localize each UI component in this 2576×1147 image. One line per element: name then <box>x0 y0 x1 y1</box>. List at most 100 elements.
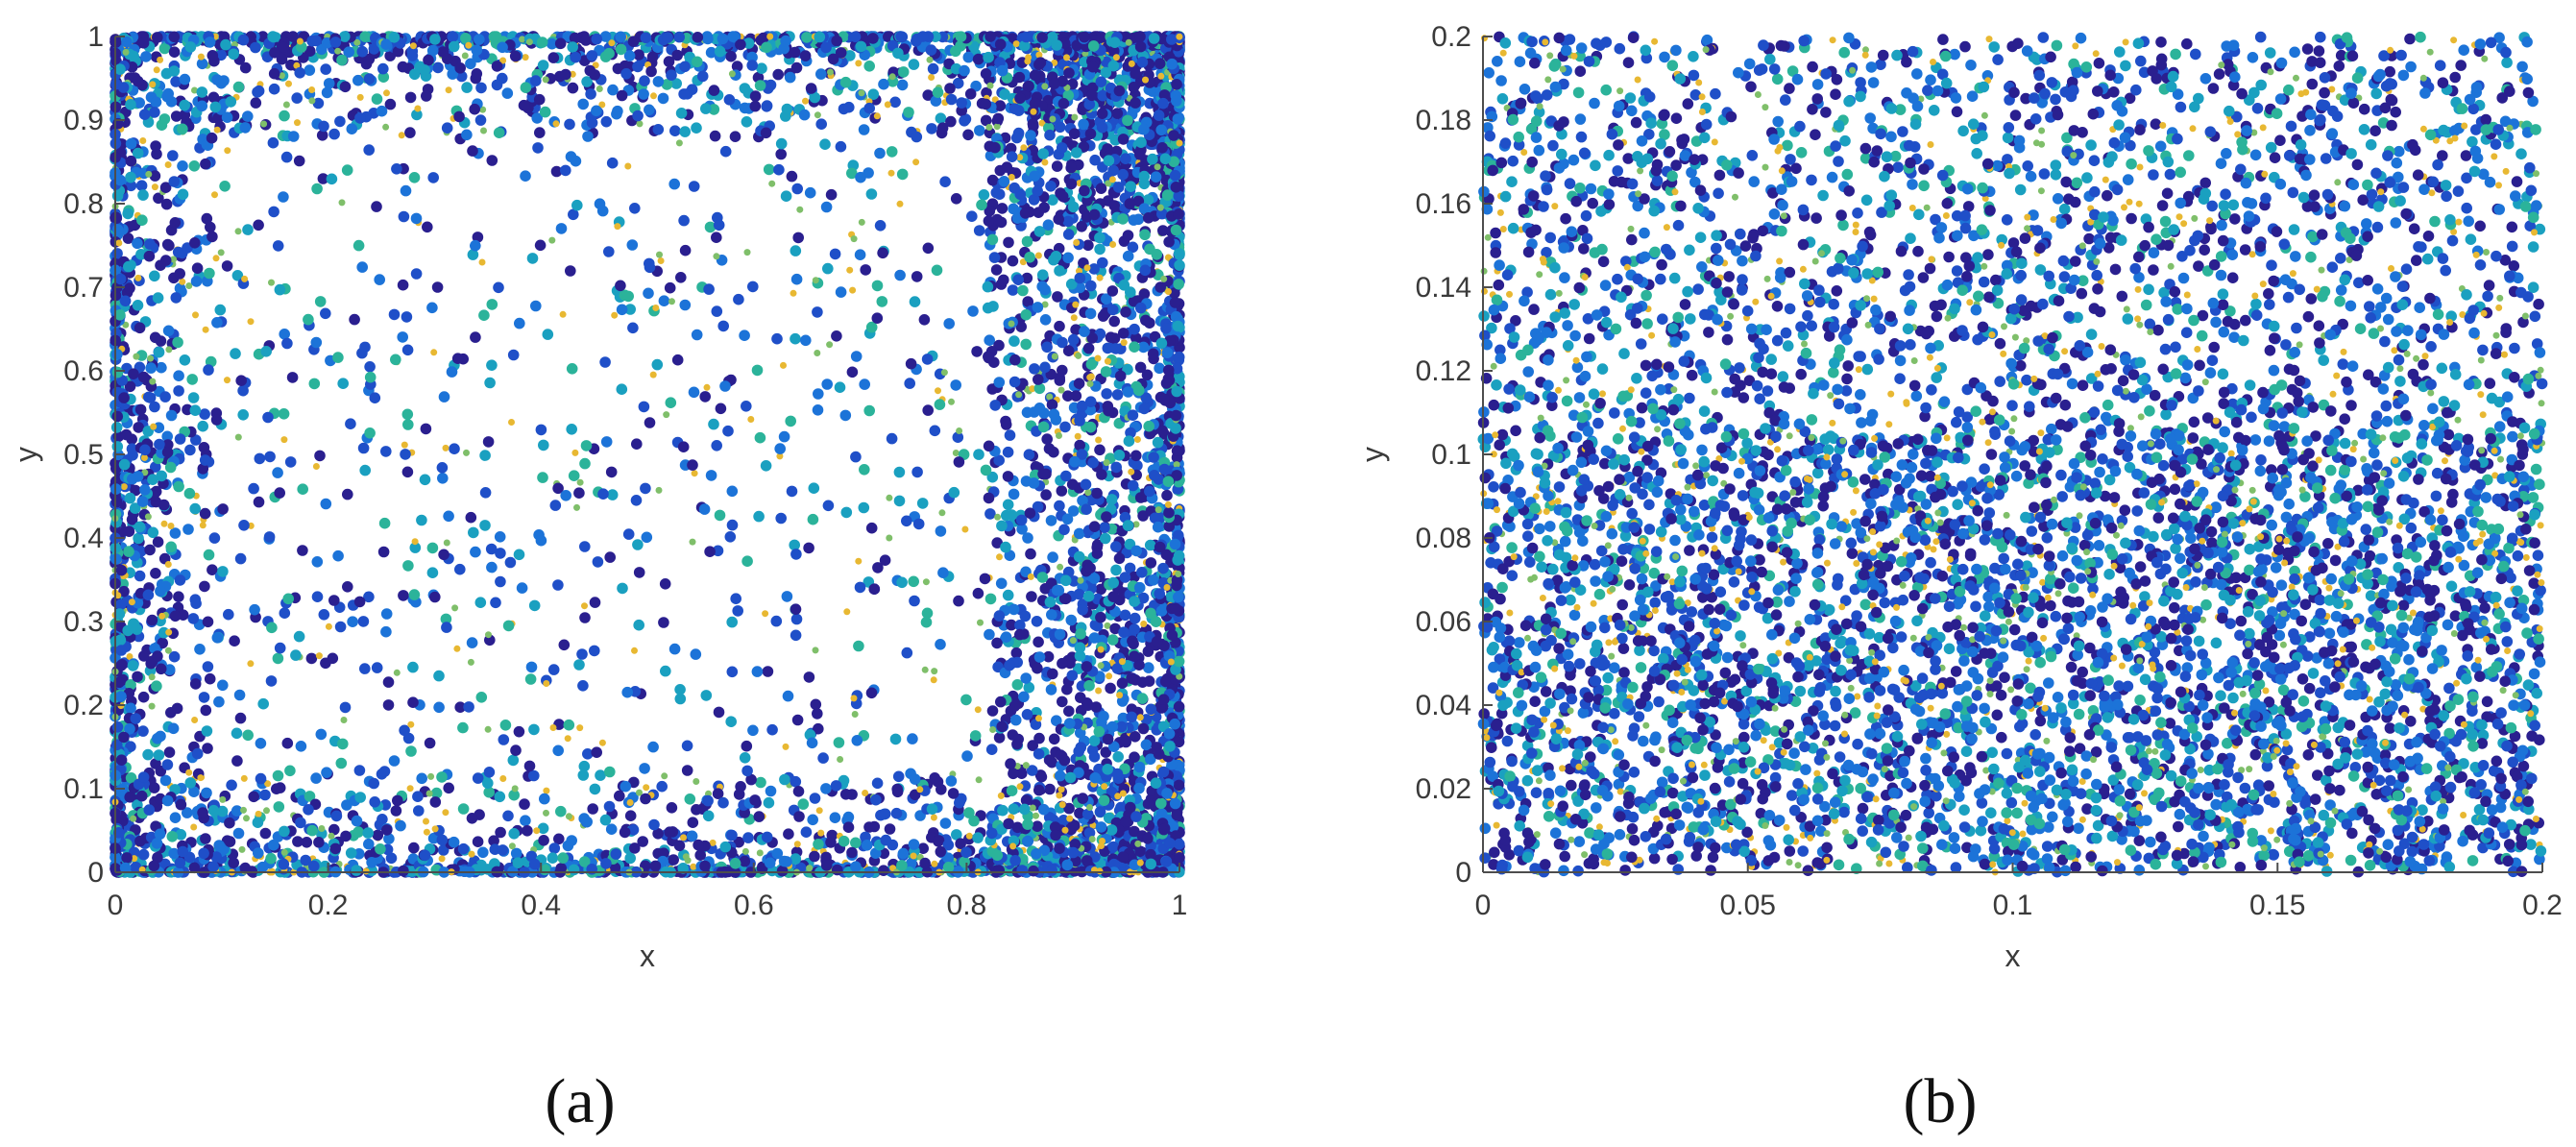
scatter-point <box>669 125 681 136</box>
scatter-point <box>1141 369 1154 381</box>
scatter-point <box>423 54 434 66</box>
scatter-point <box>1087 373 1095 380</box>
scatter-point <box>564 118 575 131</box>
scatter-point <box>673 31 685 43</box>
scatter-point <box>1149 470 1160 481</box>
scatter-point <box>1140 739 1153 751</box>
scatter-point <box>1122 230 1134 241</box>
scatter-point <box>207 50 219 61</box>
scatter-point <box>1120 339 1128 347</box>
scatter-point <box>779 773 790 786</box>
scatter-point <box>1110 541 1122 552</box>
scatter-point <box>827 68 834 76</box>
scatter-point <box>656 780 668 793</box>
scatter-point <box>1113 552 1126 565</box>
scatter-point <box>158 612 166 620</box>
scatter-point <box>809 793 821 804</box>
scatter-point <box>702 810 715 822</box>
scatter-point <box>993 377 1006 388</box>
scatter-point <box>149 81 157 88</box>
scatter-point <box>884 101 891 109</box>
scatter-point <box>554 37 567 50</box>
scatter-point <box>202 616 214 628</box>
scatter-point <box>855 60 863 67</box>
scatter-point <box>536 37 548 48</box>
scatter-point <box>184 777 197 789</box>
scatter-point <box>155 663 167 675</box>
scatter-point <box>1062 215 1074 228</box>
scatter-point <box>179 354 191 366</box>
scatter-point <box>1120 306 1131 318</box>
scatter-point <box>733 789 745 800</box>
scatter-point <box>1160 378 1173 389</box>
scatter-point <box>1161 489 1173 501</box>
scatter-point <box>1135 302 1147 314</box>
scatter-point <box>709 130 721 142</box>
scatter-point <box>749 100 762 112</box>
scatter-point <box>280 848 288 856</box>
scatter-point <box>1158 393 1170 405</box>
scatter-point <box>974 125 985 136</box>
scatter-point <box>975 776 983 784</box>
scatter-point <box>637 836 648 847</box>
scatter-point <box>1108 315 1120 328</box>
scatter-point <box>1100 532 1111 545</box>
scatter-point <box>397 61 409 73</box>
scatter-point <box>132 237 143 250</box>
scatter-point <box>547 852 559 864</box>
scatter-point <box>1022 835 1033 847</box>
scatter-point <box>167 523 175 529</box>
scatter-point <box>1122 386 1134 398</box>
scatter-point <box>939 818 952 829</box>
scatter-point <box>352 826 364 838</box>
scatter-point <box>366 865 378 876</box>
scatter-point <box>250 41 261 54</box>
scatter-point <box>790 61 803 74</box>
scatter-point <box>1062 229 1075 240</box>
scatter-point <box>553 833 565 845</box>
scatter-point <box>115 754 128 766</box>
scatter-point <box>616 89 628 102</box>
scatter-point <box>1021 709 1033 720</box>
scatter-point <box>211 191 218 199</box>
scatter-point <box>1041 341 1053 354</box>
scatter-point <box>1074 432 1081 440</box>
scatter-point <box>639 75 650 86</box>
scatter-point <box>115 564 128 576</box>
scatter-point <box>239 61 252 74</box>
scatter-point <box>658 847 669 859</box>
scatter-point <box>158 499 170 511</box>
scatter-point <box>1080 478 1092 491</box>
scatter-point <box>1039 314 1052 326</box>
scatter-point <box>173 385 184 397</box>
scatter-point <box>159 391 171 403</box>
scatter-point <box>1108 332 1121 345</box>
scatter-point <box>991 637 1003 649</box>
scatter-point <box>1046 399 1058 411</box>
scatter-point <box>139 137 147 144</box>
scatter-point <box>1008 488 1020 500</box>
scatter-point <box>1140 314 1152 327</box>
scatter-point <box>188 160 201 172</box>
scatter-point <box>144 544 156 556</box>
scatter-point <box>508 842 516 850</box>
scatter-point <box>194 644 206 655</box>
scatter-point <box>1157 562 1169 574</box>
scatter-point <box>114 273 127 285</box>
scatter-point <box>799 50 812 61</box>
scatter-point <box>125 702 136 715</box>
scatter-point <box>539 793 550 805</box>
scatter-point <box>739 855 751 867</box>
scatter-point <box>427 772 435 780</box>
scatter-point <box>537 822 549 835</box>
scatter-point <box>461 82 473 93</box>
scatter-point <box>431 825 439 833</box>
scatter-point <box>1025 130 1036 141</box>
scatter-point <box>855 40 867 53</box>
scatter-point <box>212 255 220 262</box>
scatter-point <box>1169 538 1181 550</box>
scatter-point <box>652 124 665 135</box>
scatter-point <box>849 31 862 43</box>
scatter-point <box>1122 250 1134 262</box>
scatter-point <box>1072 301 1080 308</box>
